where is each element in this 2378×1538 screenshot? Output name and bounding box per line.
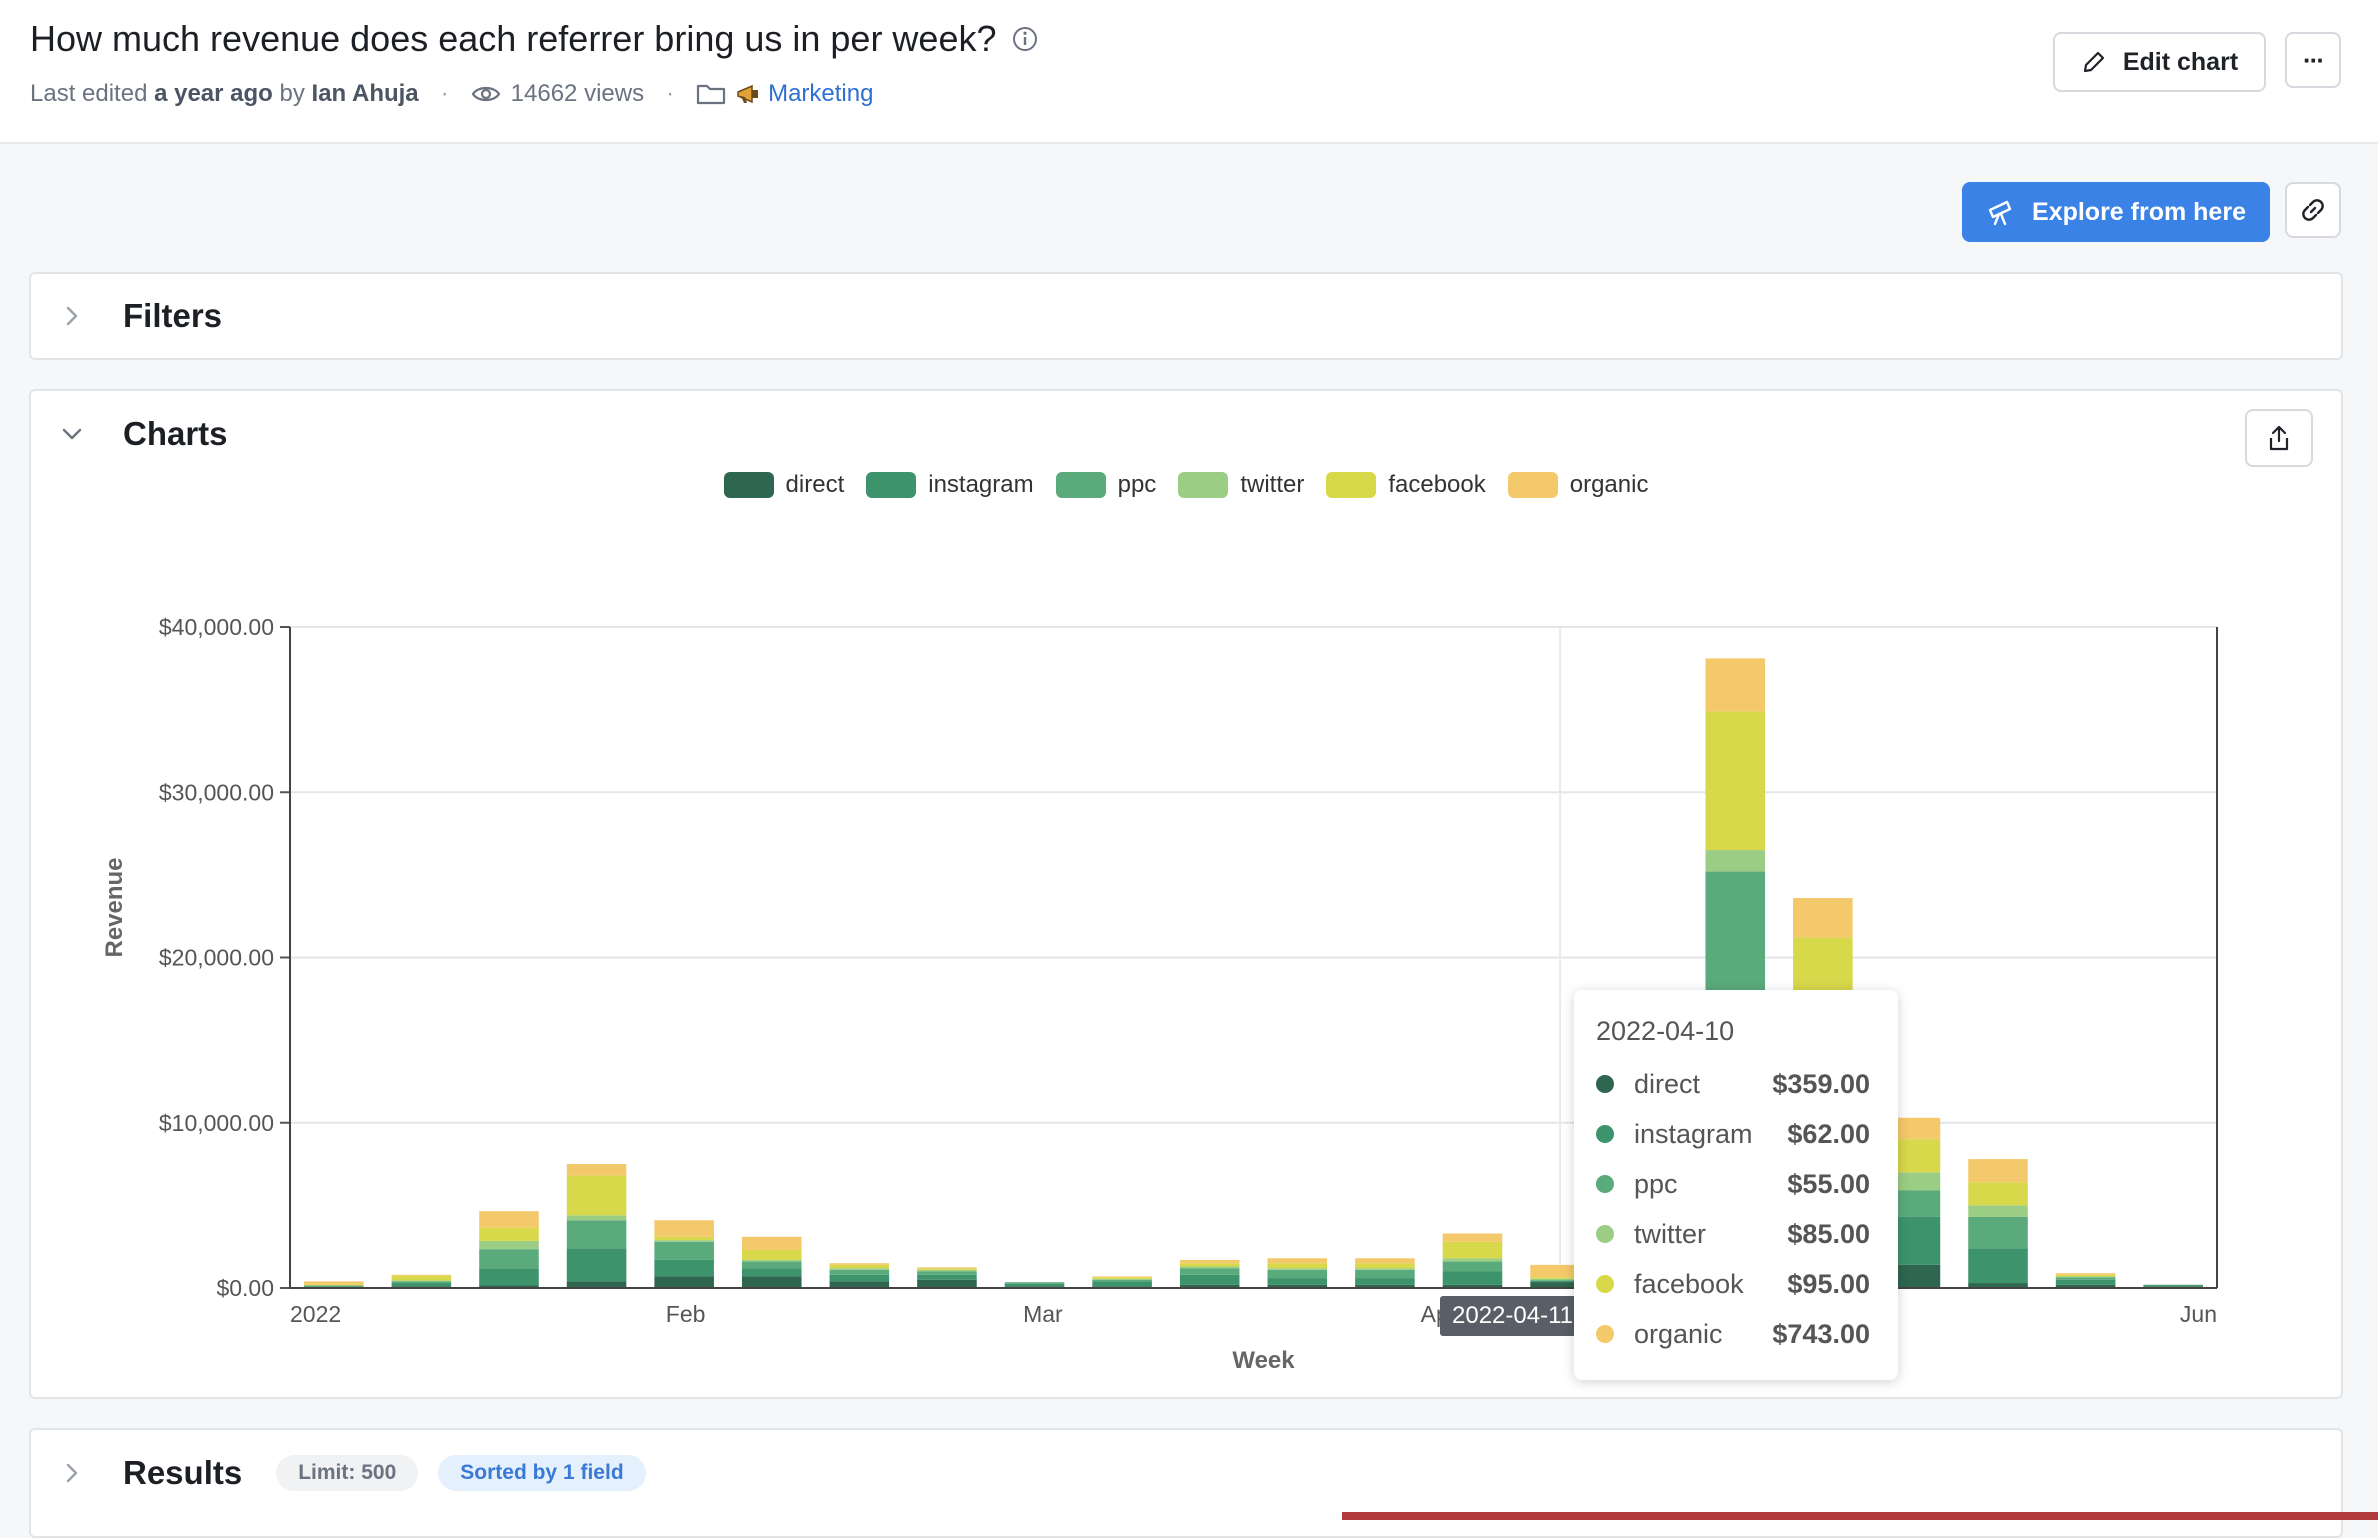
- separator-dot: ·: [440, 80, 449, 107]
- chevron-down-icon: [62, 428, 82, 440]
- filters-panel: Filters: [29, 272, 2343, 360]
- sorted-label: Sorted by: [460, 1461, 558, 1484]
- axis-pointer-label: 2022-04-11: [1440, 1296, 1585, 1336]
- legend-label: facebook: [1388, 471, 1486, 498]
- tooltip-series-name: direct: [1634, 1068, 1701, 1099]
- legend-item-facebook[interactable]: facebook: [1326, 471, 1486, 499]
- tooltip-dot: [1596, 1175, 1614, 1193]
- chevron-right-icon: [66, 306, 78, 326]
- tooltip-series-value: $359.00: [1772, 1068, 1870, 1099]
- limit-label: Limit:: [298, 1461, 356, 1484]
- tooltip-row: twitter $85.00: [1596, 1209, 1870, 1259]
- charts-header[interactable]: Charts: [31, 391, 228, 477]
- tooltip-dot: [1596, 1225, 1614, 1243]
- tooltip-dot: [1596, 1275, 1614, 1293]
- chevron-right-icon: [66, 1463, 78, 1483]
- chart-tooltip: 2022-04-10 direct $359.00 instagram $62.00 p…: [1574, 990, 1898, 1380]
- chart-title: How much revenue does each referrer brin…: [30, 18, 997, 59]
- share-icon: [2269, 425, 2289, 451]
- copy-link-button[interactable]: [2285, 182, 2341, 238]
- legend-swatch: [866, 472, 917, 498]
- tooltip-series-name: organic: [1634, 1318, 1723, 1349]
- tooltip-series-name: facebook: [1634, 1268, 1744, 1299]
- legend-item-twitter[interactable]: twitter: [1178, 471, 1304, 499]
- legend-item-organic[interactable]: organic: [1507, 471, 1649, 499]
- legend-label: organic: [1569, 471, 1649, 498]
- folder-icon: [696, 84, 726, 105]
- explore-from-here-button[interactable]: Explore from here: [1962, 182, 2270, 242]
- results-panel: Results Limit: 500 Sorted by 1 field: [29, 1428, 2343, 1538]
- status-bar: [1342, 1512, 2378, 1520]
- tooltip-series-name: instagram: [1634, 1118, 1753, 1149]
- tooltip-row: ppc $55.00: [1596, 1159, 1870, 1209]
- limit-value: 500: [361, 1461, 397, 1484]
- explore-label: Explore from here: [2032, 197, 2246, 226]
- info-icon[interactable]: [1011, 25, 1039, 53]
- sorted-badge[interactable]: Sorted by 1 field: [438, 1455, 646, 1491]
- sorted-value: 1 field: [562, 1461, 624, 1484]
- filters-header[interactable]: Filters: [31, 274, 222, 358]
- share-chart-button[interactable]: [2245, 409, 2313, 467]
- more-dots-icon: ···: [2303, 44, 2325, 75]
- tooltip-dot: [1596, 1075, 1614, 1093]
- legend-swatch: [1326, 472, 1377, 498]
- edit-chart-label: Edit chart: [2122, 47, 2239, 76]
- edit-chart-button[interactable]: Edit chart: [2053, 32, 2266, 92]
- legend-item-ppc[interactable]: ppc: [1055, 471, 1157, 499]
- tooltip-row: organic $743.00: [1596, 1309, 1870, 1359]
- meta-when: a year ago: [154, 80, 273, 107]
- legend-swatch: [1507, 472, 1558, 498]
- tooltip-dot: [1596, 1325, 1614, 1343]
- separator-dot: ·: [666, 80, 675, 107]
- tooltip-row: instagram $62.00: [1596, 1109, 1870, 1159]
- legend-item-direct[interactable]: direct: [723, 471, 845, 499]
- view-count: 14662 views: [510, 80, 645, 107]
- page-title: How much revenue does each referrer brin…: [30, 18, 1039, 60]
- telescope-icon: [1988, 200, 2012, 226]
- limit-badge[interactable]: Limit: 500: [276, 1455, 419, 1491]
- meta-by: by: [279, 80, 305, 107]
- legend-swatch: [1055, 472, 1106, 498]
- legend-item-instagram[interactable]: instagram: [866, 471, 1034, 499]
- legend-label: twitter: [1240, 471, 1305, 498]
- meta-prefix: Last edited: [30, 80, 148, 107]
- tooltip-series-value: $743.00: [1772, 1318, 1870, 1349]
- legend-swatch: [723, 472, 774, 498]
- chart-meta: Last edited a year ago by Ian Ahuja · 14…: [30, 80, 873, 108]
- legend-label: instagram: [928, 471, 1034, 498]
- megaphone-icon: [737, 84, 759, 104]
- tooltip-series-value: $55.00: [1787, 1168, 1870, 1199]
- tooltip-row: direct $359.00: [1596, 1059, 1870, 1109]
- results-label: Results: [123, 1454, 243, 1491]
- results-header[interactable]: Results Limit: 500 Sorted by 1 field: [31, 1430, 646, 1516]
- charts-panel: Charts direct instagram ppc twitter facebook…: [29, 389, 2343, 1399]
- tooltip-date: 2022-04-10: [1596, 1016, 1735, 1046]
- pencil-icon: [2083, 51, 2104, 73]
- chart-legend: direct instagram ppc twitter facebook organic: [31, 471, 2341, 499]
- tooltip-series-name: ppc: [1634, 1168, 1678, 1199]
- eye-icon: [471, 86, 500, 102]
- collection-link[interactable]: Marketing: [768, 80, 874, 107]
- link-icon: [2302, 199, 2324, 221]
- more-options-button[interactable]: ···: [2285, 32, 2341, 88]
- tooltip-series-value: $62.00: [1787, 1118, 1870, 1149]
- tooltip-dot: [1596, 1125, 1614, 1143]
- filters-label: Filters: [123, 297, 223, 334]
- meta-author[interactable]: Ian Ahuja: [311, 80, 419, 107]
- tooltip-series-value: $95.00: [1787, 1268, 1870, 1299]
- legend-swatch: [1178, 472, 1229, 498]
- tooltip-row: facebook $95.00: [1596, 1259, 1870, 1309]
- legend-label: direct: [785, 471, 845, 498]
- charts-label: Charts: [123, 415, 228, 452]
- tooltip-series-name: twitter: [1634, 1218, 1707, 1249]
- header-bar: How much revenue does each referrer brin…: [0, 0, 2378, 144]
- tooltip-series-value: $85.00: [1787, 1218, 1870, 1249]
- legend-label: ppc: [1117, 471, 1157, 498]
